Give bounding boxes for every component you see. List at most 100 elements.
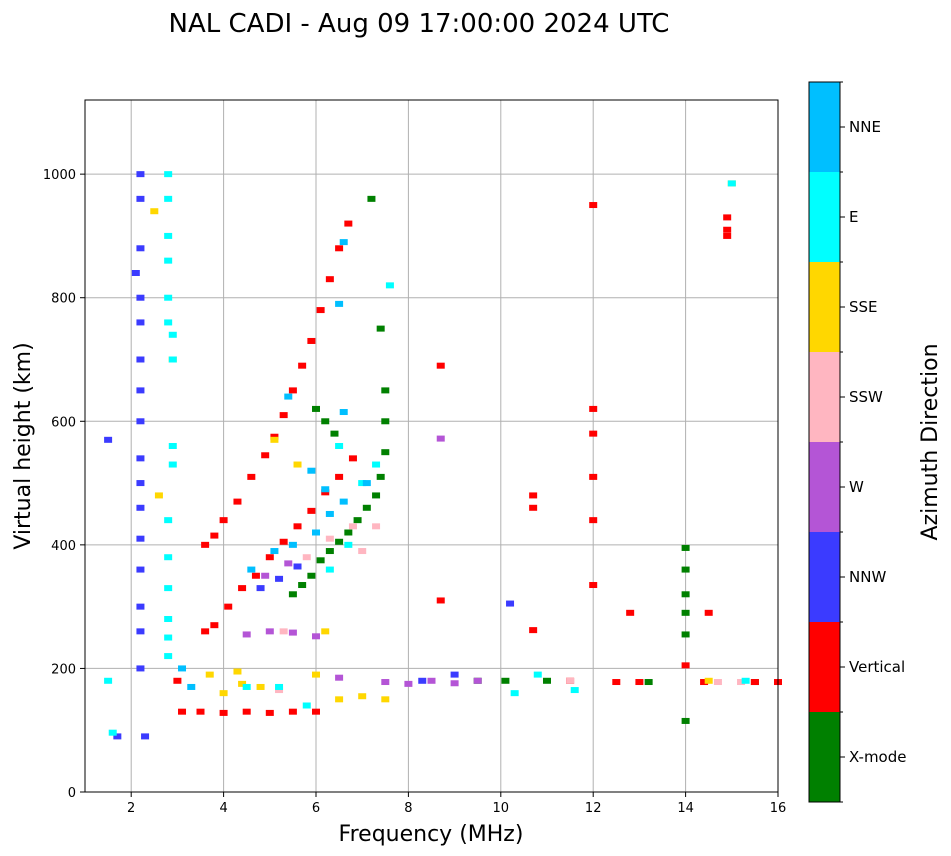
point-x-mode — [681, 566, 690, 573]
point-ssw — [348, 523, 357, 530]
point-nnw — [450, 671, 459, 678]
x-axis-label: Frequency (MHz) — [339, 822, 524, 847]
point-x-mode — [344, 529, 353, 536]
point-e — [335, 443, 344, 449]
point-w — [261, 572, 270, 579]
point-nnw — [275, 575, 284, 582]
point-e — [372, 461, 381, 468]
colorbar-label: SSW — [849, 388, 883, 406]
point-sse — [233, 668, 242, 675]
point-nnw — [136, 628, 145, 635]
point-vertical — [704, 609, 713, 616]
point-vertical — [700, 679, 709, 686]
colorbar-label: E — [849, 208, 858, 226]
point-vertical — [247, 473, 256, 480]
point-e — [164, 634, 173, 641]
x-tick-label: 8 — [404, 801, 412, 816]
point-w — [427, 677, 436, 684]
point-x-mode — [367, 195, 376, 202]
point-ssw — [566, 677, 575, 684]
point-x-mode — [325, 548, 334, 555]
point-vertical — [589, 202, 598, 209]
point-e — [385, 282, 394, 289]
point-nne — [339, 409, 348, 416]
point-w — [265, 628, 274, 635]
x-axis: 2 4 6 8 10 12 14 16 — [127, 792, 786, 816]
point-x-mode — [644, 679, 653, 686]
point-w — [436, 435, 445, 442]
point-nne — [288, 541, 297, 548]
x-tick-label: 14 — [677, 801, 694, 816]
point-e — [108, 729, 117, 736]
point-vertical — [723, 226, 732, 233]
point-nnw — [136, 566, 145, 573]
point-nnw — [293, 563, 302, 570]
point-e — [344, 541, 353, 548]
point-x-mode — [298, 582, 307, 589]
point-nne — [335, 300, 344, 307]
colorbar-segment — [809, 82, 840, 172]
point-x-mode — [543, 677, 551, 684]
point-sse — [293, 461, 302, 468]
point-w — [284, 560, 293, 567]
point-x-mode — [316, 557, 325, 564]
point-ssw — [358, 548, 367, 555]
point-vertical — [279, 538, 288, 545]
point-vertical — [210, 622, 219, 629]
point-e — [104, 677, 113, 684]
point-w — [335, 674, 344, 681]
point-vertical — [298, 362, 307, 369]
point-e — [727, 180, 736, 187]
point-ssw — [302, 554, 311, 561]
colorbar-label: Vertical — [849, 658, 905, 676]
point-w — [473, 677, 482, 684]
point-vertical — [325, 276, 334, 283]
point-vertical — [635, 679, 644, 686]
point-vertical — [173, 677, 182, 684]
point-vertical — [681, 662, 690, 669]
point-w — [288, 629, 297, 636]
point-vertical — [589, 405, 598, 412]
point-vertical — [612, 679, 621, 686]
colorbar-segment — [809, 262, 840, 352]
y-axis-label: Virtual height (km) — [11, 342, 36, 549]
point-x-mode — [307, 572, 316, 579]
point-vertical — [238, 585, 247, 592]
point-x-mode — [288, 591, 297, 598]
point-x-mode — [376, 473, 385, 480]
point-nne — [187, 683, 196, 690]
point-nne — [325, 510, 334, 517]
point-w — [312, 633, 320, 640]
point-nnw — [136, 504, 145, 511]
x-tick-label: 16 — [770, 801, 787, 816]
colorbar-segment — [809, 442, 840, 532]
point-x-mode — [681, 609, 690, 616]
point-nnw — [136, 418, 145, 425]
colorbar-segment — [809, 352, 840, 442]
point-x-mode — [353, 517, 362, 524]
point-ssw — [713, 679, 722, 686]
y-tick-label: 400 — [51, 539, 76, 554]
point-x-mode — [681, 717, 690, 724]
point-vertical — [210, 532, 219, 539]
point-vertical — [348, 455, 357, 462]
colorbar: X-mode Vertical NNW W SSW SSE E NNE — [808, 81, 906, 803]
point-vertical — [589, 430, 598, 437]
point-vertical — [242, 708, 251, 715]
point-sse — [154, 492, 163, 499]
y-tick-label: 0 — [68, 786, 76, 801]
point-sse — [238, 680, 247, 687]
point-e — [275, 683, 284, 690]
point-nnw — [418, 677, 427, 684]
point-x-mode — [335, 538, 344, 545]
point-vertical — [335, 245, 344, 252]
point-e — [168, 461, 177, 468]
point-nnw — [141, 733, 150, 740]
point-vertical — [344, 220, 353, 227]
plot-frame — [84, 99, 779, 793]
colorbar-label: SSE — [849, 298, 878, 316]
point-e — [570, 687, 579, 694]
point-e — [358, 480, 367, 487]
colorbar-label: NNE — [849, 118, 881, 136]
point-e — [168, 443, 177, 449]
